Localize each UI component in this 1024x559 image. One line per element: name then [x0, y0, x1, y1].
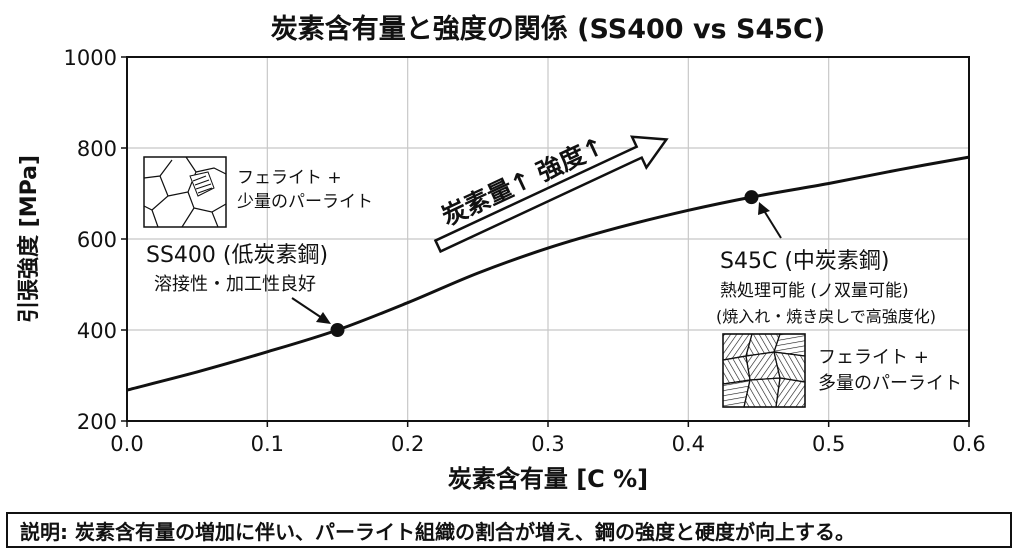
caption-box: 説明: 炭素含有量の増加に伴い、パーライト組織の割合が増え、鋼の強度と硬度が向上…: [6, 512, 1012, 548]
x-tick-label: 0.6: [952, 432, 985, 456]
key-points: [330, 190, 759, 337]
x-tick-label: 0.5: [812, 432, 845, 456]
ss400-pointer-arrow: [291, 297, 331, 324]
x-tick-label: 0.4: [672, 432, 705, 456]
y-tick-label: 1000: [64, 46, 117, 70]
point-s45c: [744, 190, 759, 205]
y-axis-label: 引張強度 [MPa]: [16, 155, 42, 323]
y-tick-label: 800: [77, 137, 117, 161]
point-ss400: [330, 323, 345, 337]
x-tick-label: 0.1: [251, 432, 284, 456]
x-axis-ticks: 0.0 0.1 0.2 0.3 0.4 0.5 0.6: [110, 421, 986, 456]
trend-arrow: [433, 135, 669, 254]
microstructure-low-carbon-image: [143, 156, 227, 228]
chart-title: 炭素含有量と強度の関係 (SS400 vs S45C): [271, 13, 825, 45]
ss400-note: 溶接性・加工性良好: [154, 274, 316, 295]
micro2-line2: 多量のパーライト: [818, 373, 962, 394]
s45c-note-1: 熱処理可能 (ノ双量可能): [720, 281, 909, 301]
y-tick-label: 200: [77, 410, 117, 434]
micro1-line1: フェライト +: [237, 168, 342, 188]
microstructure-medium-carbon-image: [722, 333, 806, 408]
y-tick-label: 400: [77, 319, 117, 343]
x-tick-label: 0.3: [531, 432, 564, 456]
x-axis-label: 炭素含有量 [C %]: [448, 465, 648, 493]
s45c-pointer-arrow: [758, 202, 782, 239]
s45c-note-2: (焼入れ・焼き戻しで高強度化): [716, 307, 936, 326]
series-line: [126, 155, 970, 392]
s45c-title: S45C (中炭素鋼): [720, 249, 889, 274]
y-axis-ticks: 200 400 600 800 1000: [64, 46, 127, 434]
x-tick-label: 0.2: [391, 432, 424, 456]
chart: 炭素含有量と強度の関係 (SS400 vs S45C) 0.0 0.1 0.2 0.3…: [16, 13, 986, 493]
y-tick-label: 600: [77, 228, 117, 252]
caption-text: 説明: 炭素含有量の増加に伴い、パーライト組織の割合が増え、鋼の強度と硬度が向上…: [20, 519, 855, 544]
ss400-title: SS400 (低炭素鋼): [146, 243, 328, 268]
micro2-line1: フェライト +: [818, 347, 929, 368]
micro1-line2: 少量のパーライト: [237, 192, 373, 212]
x-tick-label: 0.0: [110, 432, 143, 456]
